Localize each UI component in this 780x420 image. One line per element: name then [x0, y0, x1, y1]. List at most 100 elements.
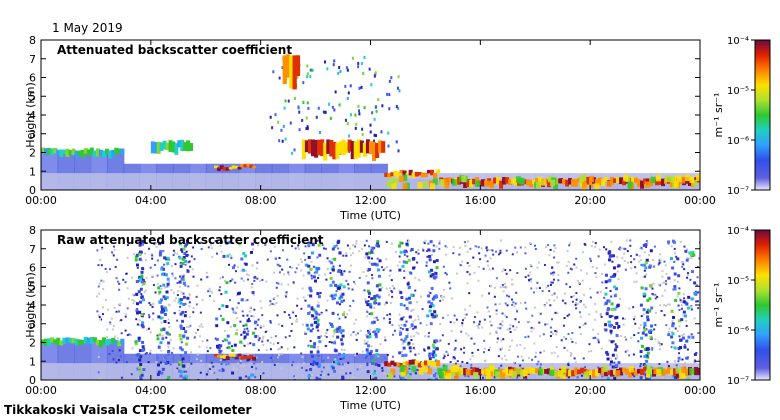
column-pixel: [642, 243, 646, 247]
column-pixel: [307, 264, 311, 268]
feature-cell: [50, 337, 55, 343]
noise-pixel: [483, 339, 486, 342]
noise-pixel: [679, 240, 682, 243]
noise-pixel: [534, 244, 537, 247]
feature-cell: [505, 367, 510, 376]
column-pixel: [430, 352, 434, 356]
column-pixel: [179, 312, 183, 316]
noise-pixel: [652, 282, 655, 285]
column-pixel: [669, 257, 673, 261]
column-pixel: [427, 346, 431, 350]
y-tick-label: 0: [29, 374, 36, 387]
noise-pixel: [595, 267, 598, 270]
column-pixel: [412, 266, 416, 270]
noise-pixel: [473, 342, 476, 345]
noise-pixel: [688, 257, 691, 260]
column-pixel: [311, 363, 315, 367]
noise-pixel: [322, 366, 325, 369]
column-pixel: [431, 273, 435, 277]
noise-pixel: [184, 263, 187, 266]
column-pixel: [231, 266, 235, 270]
aerosol-cell: [653, 367, 659, 375]
noise-pixel: [407, 239, 410, 242]
noise-pixel: [338, 317, 341, 320]
noise-pixel: [493, 295, 496, 298]
noise-pixel: [639, 355, 642, 358]
noise-pixel: [366, 364, 369, 367]
column-pixel: [226, 254, 230, 258]
column-pixel: [643, 347, 647, 351]
noise-pixel: [666, 360, 669, 363]
noise-pixel: [228, 263, 231, 266]
feature-cell: [246, 163, 251, 167]
column-pixel: [370, 321, 374, 325]
feature-cell: [105, 148, 110, 154]
noise-pixel: [552, 278, 555, 281]
aerosol-cell: [547, 175, 553, 183]
noise-pixel: [184, 284, 187, 287]
surface-layer-cell: [255, 173, 273, 190]
noise-pixel: [241, 332, 244, 335]
noise-pixel: [683, 268, 686, 271]
noise-pixel: [355, 338, 358, 341]
column-pixel: [159, 341, 163, 345]
noise-pixel: [491, 267, 494, 270]
noise-pixel: [584, 322, 587, 325]
feature-cell: [613, 369, 618, 375]
noise-pixel: [483, 360, 486, 363]
column-pixel: [304, 263, 308, 267]
noise-pixel: [539, 312, 542, 315]
noise-pixel: [467, 240, 470, 243]
column-pixel: [315, 376, 319, 380]
echo-pixel: [332, 63, 335, 67]
aerosol-cell: [450, 365, 456, 372]
noise-pixel: [495, 330, 498, 333]
noise-pixel: [391, 284, 394, 287]
feature-cell: [399, 169, 404, 174]
noise-pixel: [674, 327, 677, 330]
noise-pixel: [347, 287, 350, 290]
noise-pixel: [481, 294, 484, 297]
noise-pixel: [591, 265, 594, 268]
noise-pixel: [551, 294, 554, 297]
column-pixel: [686, 377, 690, 380]
column-pixel: [402, 346, 406, 350]
aerosol-cell: [602, 365, 608, 373]
feature-cell: [460, 367, 465, 375]
noise-pixel: [151, 305, 154, 308]
noise-pixel: [463, 241, 466, 244]
column-pixel: [185, 253, 189, 257]
feature-cell: [508, 179, 513, 185]
noise-pixel: [382, 269, 385, 272]
noise-pixel: [145, 276, 148, 279]
noise-pixel: [301, 355, 304, 358]
noise-pixel: [355, 242, 358, 245]
column-pixel: [405, 297, 409, 301]
noise-pixel: [445, 350, 448, 353]
noise-pixel: [412, 327, 415, 330]
echo-pixel: [390, 76, 393, 80]
noise-pixel: [635, 253, 638, 256]
column-pixel: [316, 267, 320, 271]
noise-pixel: [319, 334, 322, 337]
noise-pixel: [514, 246, 517, 249]
column-pixel: [615, 321, 619, 325]
column-pixel: [164, 361, 168, 365]
feature-cell: [62, 149, 67, 155]
noise-pixel: [328, 260, 331, 263]
noise-pixel: [190, 351, 193, 354]
noise-pixel: [411, 343, 414, 346]
noise-pixel: [260, 306, 263, 309]
noise-pixel: [480, 247, 483, 250]
noise-pixel: [299, 258, 302, 261]
feature-cell: [86, 149, 91, 157]
noise-pixel: [211, 371, 214, 374]
aerosol-cell: [393, 178, 399, 186]
noise-pixel: [407, 281, 410, 284]
aerosol-cell: [675, 367, 681, 374]
noise-pixel: [257, 339, 260, 342]
column-pixel: [645, 258, 649, 262]
noise-pixel: [667, 330, 670, 333]
noise-pixel: [232, 308, 235, 311]
noise-pixel: [218, 307, 221, 310]
